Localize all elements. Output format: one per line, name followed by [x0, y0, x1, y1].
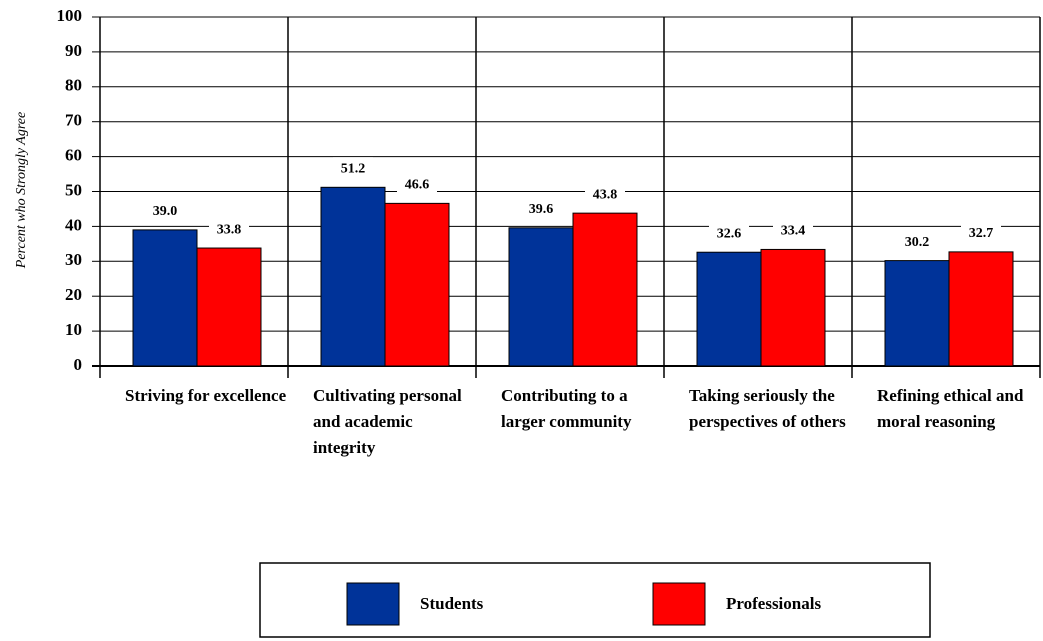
- value-label: 51.2: [341, 162, 366, 177]
- value-label-bg: [209, 218, 249, 241]
- value-label-bg: [961, 221, 1001, 244]
- legend-swatch: [652, 582, 706, 626]
- bar: [196, 247, 262, 367]
- y-tick-label: 50: [65, 180, 82, 199]
- value-label-bg: [709, 222, 749, 245]
- value-label-bg: [773, 219, 813, 242]
- value-label: 30.2: [905, 235, 930, 250]
- value-label: 32.7: [969, 226, 994, 241]
- value-label: 46.6: [405, 178, 430, 193]
- x-tick-label: Contributing to a larger community: [501, 386, 632, 431]
- y-tick-label: 30: [65, 250, 82, 269]
- value-label-bg: [585, 183, 625, 206]
- y-tick-label: 10: [65, 320, 82, 339]
- value-label-bg: [521, 197, 561, 220]
- value-label-bg: [397, 173, 437, 196]
- y-tick-label: 80: [65, 76, 82, 95]
- legend-label: Students: [420, 594, 484, 613]
- bar: [132, 229, 198, 367]
- bar: [572, 212, 638, 367]
- y-axis-label: Percent who Strongly Agree: [14, 112, 29, 269]
- value-label: 39.6: [529, 202, 554, 217]
- x-tick-label: Refining ethical and moral reasoning: [877, 386, 1024, 431]
- x-tick-label: Striving for excellence: [125, 386, 287, 405]
- value-label: 43.8: [593, 187, 618, 202]
- value-label: 33.8: [217, 222, 242, 237]
- y-tick-label: 70: [65, 111, 82, 130]
- bar: [884, 260, 950, 367]
- y-tick-label: 100: [57, 6, 83, 25]
- y-tick-label: 20: [65, 285, 82, 304]
- legend-label: Professionals: [726, 594, 822, 613]
- y-tick-label: 90: [65, 41, 82, 60]
- bar: [696, 251, 762, 367]
- bar: [320, 186, 386, 367]
- value-label: 32.6: [717, 226, 742, 241]
- bar: [948, 251, 1014, 367]
- y-tick-label: 40: [65, 215, 82, 234]
- bar: [384, 202, 450, 367]
- y-tick-label: 0: [74, 355, 83, 374]
- value-label-bg: [897, 230, 937, 253]
- bar: [760, 248, 826, 367]
- value-label: 39.0: [153, 204, 178, 219]
- value-label-bg: [145, 199, 185, 222]
- y-tick-label: 60: [65, 146, 82, 165]
- value-label: 33.4: [781, 224, 806, 239]
- x-tick-label: Taking seriously the perspectives of oth…: [689, 386, 846, 431]
- value-label-bg: [333, 157, 373, 180]
- x-tick-label: Cultivating personal and academic integr…: [313, 386, 462, 457]
- bar: [508, 227, 574, 367]
- legend-swatch: [346, 582, 400, 626]
